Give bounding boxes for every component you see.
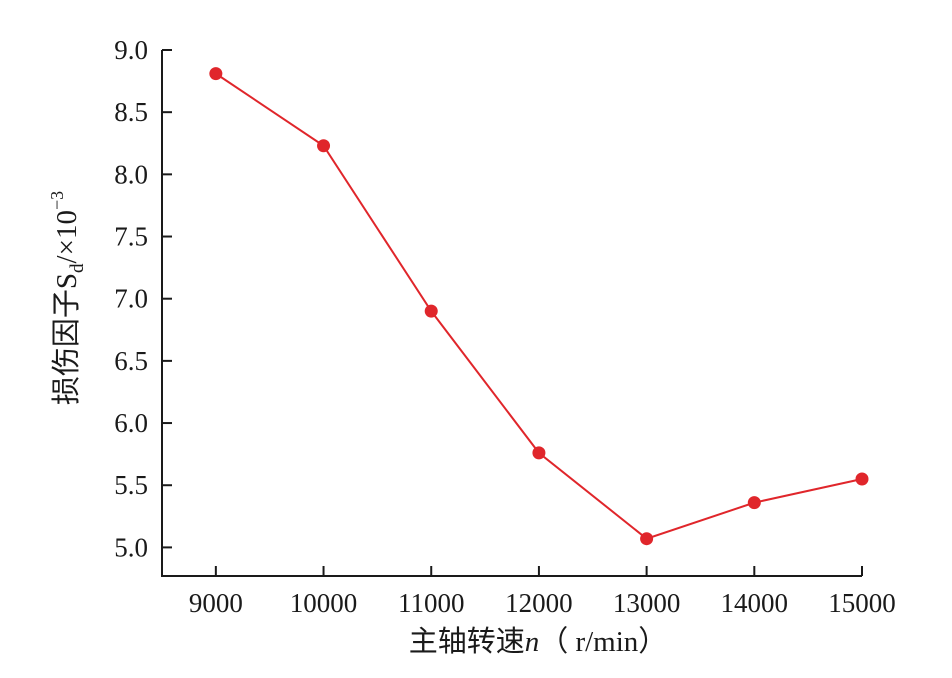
y-axis-label: 损伤因子Sd/×10−3 — [47, 191, 88, 405]
y-tick-label: 8.5 — [114, 97, 148, 127]
x-tick-label: 14000 — [721, 588, 789, 618]
series-line — [215, 72, 863, 540]
data-point — [317, 139, 331, 153]
data-point — [855, 472, 869, 486]
x-tick-label: 12000 — [505, 588, 573, 618]
data-point — [640, 532, 654, 546]
x-tick-label: 9000 — [189, 588, 243, 618]
y-tick-label: 7.5 — [114, 222, 148, 252]
data-point — [532, 446, 546, 460]
y-tick-label: 9.0 — [114, 35, 148, 65]
y-tick-label: 5.5 — [114, 470, 148, 500]
data-point — [747, 496, 761, 510]
y-tick-label: 8.0 — [114, 159, 148, 189]
y-tick-label: 6.5 — [114, 346, 148, 376]
x-tick-label: 10000 — [290, 588, 358, 618]
x-tick-label: 11000 — [398, 588, 465, 618]
y-axis-ticks: 5.0 5.5 6.0 6.5 7.0 7.5 8.0 8.5 9.0 — [114, 35, 172, 562]
x-axis-label: 主轴转速n（ r/min） — [409, 625, 668, 658]
y-tick-label: 6.0 — [114, 408, 148, 438]
axes — [161, 50, 862, 577]
data-point — [424, 304, 438, 318]
x-tick-label: 15000 — [828, 588, 896, 618]
x-tick-label: 13000 — [613, 588, 681, 618]
y-tick-label: 7.0 — [114, 284, 148, 314]
y-tick-label: 5.0 — [114, 532, 148, 562]
data-point — [209, 67, 223, 81]
data-points — [209, 67, 869, 546]
x-axis-ticks: 9000 10000 11000 12000 13000 14000 15000 — [189, 566, 896, 618]
